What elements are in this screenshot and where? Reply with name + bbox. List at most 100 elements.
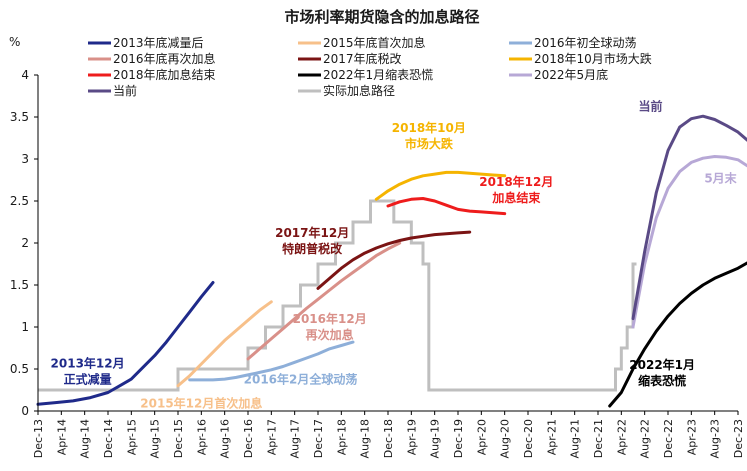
y-axis-unit: %: [9, 35, 20, 49]
annotation: 2015年12月首次加息: [140, 396, 262, 411]
actual-hike-path-layer: [38, 199, 637, 392]
x-tick-label: Dec-19: [452, 419, 465, 458]
legend-label: 实际加息路径: [323, 83, 395, 98]
x-tick-label: Dec-13: [32, 419, 45, 458]
legend-label: 当前: [113, 83, 137, 98]
x-tick-label: Aug-14: [79, 419, 92, 458]
annotation-line: 2018年12月: [479, 174, 553, 189]
legend-item: 2016年初全球动荡: [509, 35, 637, 50]
x-tick-label: Apr-23: [685, 419, 698, 455]
plot-area: [36, 114, 747, 408]
legend-label: 2022年1月缩表恐慌: [323, 67, 433, 82]
legend-item: 2015年底首次加息: [298, 35, 426, 50]
series-line-7: [608, 261, 747, 408]
annotation-line: 2016年12月: [293, 311, 367, 326]
series-line-9: [631, 114, 747, 321]
x-tick-label: Apr-14: [55, 419, 68, 455]
y-tick-label: 0.5: [10, 362, 29, 376]
x-tick-label: Apr-18: [335, 419, 348, 455]
annotation-line: 正式减量: [64, 371, 112, 386]
x-tick-label: Dec-14: [102, 419, 115, 458]
annotation-line: 2015年12月首次加息: [140, 396, 262, 411]
annotation-line: 2017年12月: [275, 225, 349, 240]
series-layer: [36, 114, 747, 408]
chart-title: 市场利率期货隐含的加息路径: [284, 8, 479, 26]
x-tick-label: Aug-15: [149, 419, 162, 458]
x-tick-label: Dec-18: [382, 419, 395, 458]
annotation-line: 2013年12月: [51, 355, 125, 370]
x-tick-label: Aug-17: [289, 419, 302, 458]
legend-item: 2022年5月底: [509, 67, 608, 82]
annotation: 2022年1月缩表恐慌: [629, 357, 695, 388]
series-line-6: [386, 197, 507, 216]
legend-item: 实际加息路径: [298, 83, 395, 98]
x-tick-label: Aug-22: [639, 419, 652, 458]
legend-item: 当前: [88, 83, 137, 98]
legend-item: 2018年底加息结束: [88, 67, 216, 82]
annotation: 2018年12月加息结束: [479, 174, 553, 205]
y-tick-label: 2.5: [10, 194, 29, 208]
annotation-line: 缩表恐慌: [638, 373, 686, 388]
annotation: 5月末: [704, 171, 737, 186]
axes: 0 0.5 1 1.5 2 2.5 3 3.5 4 Dec-13 Apr-14 Aug-14 Dec-1…: [10, 68, 745, 458]
legend-label: 2022年5月底: [534, 67, 608, 82]
legend-label: 2015年底首次加息: [323, 35, 426, 50]
x-tick-label: Aug-19: [429, 419, 442, 458]
x-tick-label: Dec-20: [522, 419, 535, 458]
x-tick-label: Aug-16: [219, 419, 232, 458]
y-tick-label: 4: [21, 68, 29, 82]
x-tick-label: Dec-16: [242, 419, 255, 458]
legend-item: 2018年10月市场大跌: [509, 51, 652, 66]
annotations: 2013年12月正式减量 2015年12月首次加息 2016年2月全球动荡 2016年…: [51, 98, 738, 410]
annotation: 2016年12月再次加息: [293, 311, 367, 342]
y-tick-label: 3.5: [10, 110, 29, 124]
series-line-actual-hike-path: [38, 199, 637, 392]
annotation-line: 加息结束: [491, 190, 541, 205]
x-tick-label: Dec-22: [662, 419, 675, 458]
annotation-line: 2022年1月: [629, 357, 695, 372]
x-tick-label: Apr-21: [545, 419, 558, 455]
legend-label: 2018年底加息结束: [113, 67, 216, 82]
x-tick-label: Apr-22: [615, 419, 628, 455]
legend-item: 2016年底再次加息: [88, 51, 216, 66]
y-tick-label: 3: [21, 152, 29, 166]
x-tick-label: Apr-15: [125, 419, 138, 455]
x-tick-label: Apr-17: [265, 419, 278, 455]
legend-item: 2017年底税改: [298, 51, 402, 66]
x-tick-label: Apr-19: [405, 419, 418, 455]
annotation-line: 当前: [638, 98, 662, 113]
x-tick-label: Apr-20: [475, 419, 488, 455]
annotation-line: 2016年2月全球动荡: [244, 371, 358, 386]
annotation-line: 市场大跌: [405, 136, 454, 151]
x-tick-label: Aug-23: [709, 419, 722, 458]
x-tick-label: Dec-23: [732, 419, 745, 458]
x-tick-label: Dec-15: [172, 419, 185, 458]
annotation: 2016年2月全球动荡: [244, 371, 358, 386]
annotation: 2018年10月市场大跌: [392, 120, 466, 151]
y-tick-label: 1.5: [10, 278, 29, 292]
series-line-3: [246, 241, 402, 361]
annotation: 2013年12月正式减量: [51, 355, 125, 386]
legend-item: 2022年1月缩表恐慌: [298, 67, 433, 82]
annotation: 2017年12月特朗普税改: [275, 225, 349, 256]
series-line-5: [374, 170, 507, 201]
x-tick-label: Dec-17: [312, 419, 325, 458]
x-tick-label: Aug-20: [499, 419, 512, 458]
legend-label: 2016年底再次加息: [113, 51, 216, 66]
annotation-line: 2018年10月: [392, 120, 466, 135]
legend-label: 2018年10月市场大跌: [534, 51, 652, 66]
series-line-4: [316, 230, 472, 290]
x-tick-label: Dec-21: [592, 419, 605, 458]
series-line-2: [188, 340, 355, 382]
y-tick-label: 1: [21, 320, 29, 334]
legend-label: 2016年初全球动荡: [534, 35, 637, 50]
annotation-line: 再次加息: [306, 327, 354, 342]
series-line-0: [36, 281, 215, 406]
legend-label: 2013年底减量后: [113, 35, 204, 50]
x-tick-label: Apr-16: [195, 419, 208, 455]
annotation-line: 5月末: [704, 171, 737, 186]
x-tick-label: Aug-21: [569, 419, 582, 458]
legend-item: 2013年底减量后: [88, 35, 204, 50]
